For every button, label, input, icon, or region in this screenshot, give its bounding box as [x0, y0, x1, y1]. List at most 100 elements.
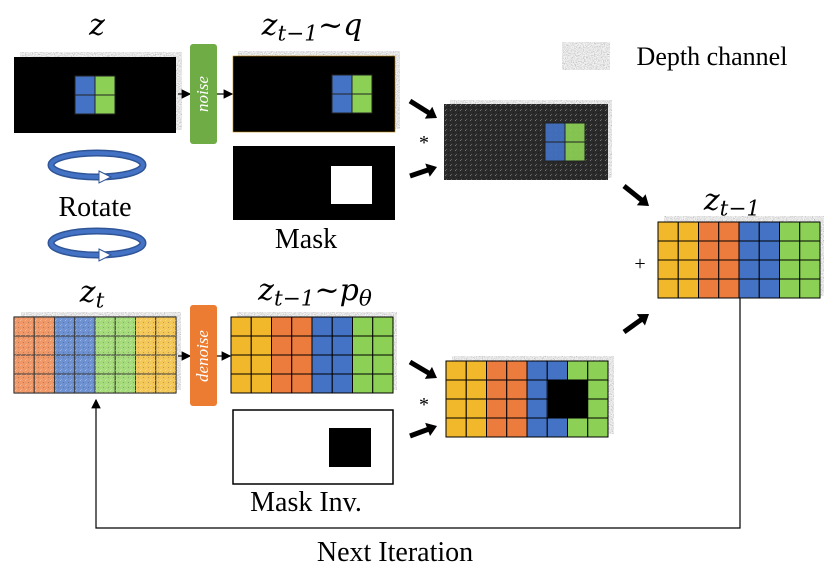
rotate-ring-icon [47, 149, 147, 184]
grid-cell [587, 398, 609, 419]
arrow-upper-to-output [622, 184, 649, 206]
grid-cell [677, 259, 699, 280]
grid-cell [445, 398, 467, 419]
noise-block [190, 44, 217, 144]
arrow-zp-to-product [408, 359, 437, 379]
grid-cell [465, 360, 487, 381]
label-z-out: zt−1 [703, 183, 760, 221]
grid-cell [352, 316, 374, 337]
grid-cell [718, 240, 740, 261]
grid-cell [291, 335, 313, 356]
grid-cell [587, 417, 609, 438]
grid-cell [657, 259, 679, 280]
grid-cell [799, 259, 821, 280]
grid-cell [331, 335, 353, 356]
product-cell [544, 122, 566, 143]
grid-cell [331, 354, 353, 375]
grid-cell [698, 278, 720, 299]
grid-cell [465, 417, 487, 438]
plus-sign: + [634, 253, 645, 275]
grid-cell [250, 354, 272, 375]
grid-cell [445, 417, 467, 438]
grid-cell [331, 373, 353, 394]
grid-cell [587, 379, 609, 400]
label-z-q: zt−1~q [261, 8, 363, 46]
grid-cell [677, 240, 699, 261]
grid-cell [779, 240, 801, 261]
mask-inv-block [329, 428, 371, 467]
arrow-zq-to-product [408, 98, 437, 119]
grid-cell [526, 417, 548, 438]
grid-cell [799, 221, 821, 242]
grid-cell [291, 354, 313, 375]
grid-cell [738, 259, 760, 280]
grid-cell [698, 240, 720, 261]
grid-cell [799, 240, 821, 261]
z-cell [74, 75, 96, 96]
label-z-p: zt−1~pθ [257, 273, 372, 311]
arrow-lower-to-output [622, 314, 649, 335]
grid-cell [758, 259, 780, 280]
grid-cell [657, 240, 679, 261]
grid-cell [372, 354, 394, 375]
zp-latent-grid [230, 316, 394, 394]
grid-cell [779, 278, 801, 299]
grid-cell [506, 360, 528, 381]
mult-sign-lower: * [419, 394, 429, 416]
grid-cell [271, 316, 293, 337]
grid-cell [250, 335, 272, 356]
grid-cell [526, 379, 548, 400]
grid-cell [372, 316, 394, 337]
grid-cell [465, 398, 487, 419]
zq-cell [331, 93, 353, 114]
grid-cell [352, 335, 374, 356]
grid-cell [698, 221, 720, 242]
grid-cell [526, 398, 548, 419]
grid-cell [758, 240, 780, 261]
rotate-label: Rotate [58, 192, 131, 223]
grid-cell [230, 354, 252, 375]
grid-cell [799, 278, 821, 299]
next-iteration-label: Next Iteration [317, 537, 473, 568]
mask-label: Mask [275, 224, 337, 255]
product-cell [544, 141, 566, 162]
zq-cell [351, 74, 373, 95]
grid-cell [352, 354, 374, 375]
grid-cell [567, 360, 589, 381]
grid-cell [657, 221, 679, 242]
grid-cell [677, 221, 699, 242]
grid-cell [311, 335, 333, 356]
grid-cell [779, 221, 801, 242]
grid-cell [271, 335, 293, 356]
arrow-head [622, 314, 649, 335]
grid-cell [372, 335, 394, 356]
grid-cell [271, 354, 293, 375]
next-iteration-loop [91, 298, 741, 529]
output-latent-grid [657, 221, 821, 299]
grid-cell [230, 373, 252, 394]
noise-label: noise [193, 76, 212, 112]
grid-cell [271, 373, 293, 394]
ring-inner [49, 229, 145, 257]
product-cell [564, 141, 586, 162]
z-cell [94, 75, 116, 96]
grid-cell [352, 373, 374, 394]
grid-cell [657, 278, 679, 299]
label-z: z [88, 8, 105, 43]
denoise-label: denoise [193, 330, 212, 382]
grid-cell [250, 316, 272, 337]
grid-cell [445, 379, 467, 400]
mult-sign-upper: * [419, 132, 429, 154]
ring-arrowhead [98, 170, 113, 184]
grid-cell [506, 379, 528, 400]
zq-cell [331, 74, 353, 95]
grid-cell [311, 354, 333, 375]
grid-cell [587, 360, 609, 381]
arrow-head [409, 163, 438, 179]
grid-cell [291, 373, 313, 394]
grid-cell [779, 259, 801, 280]
grid-cell [738, 221, 760, 242]
denoise-block [190, 305, 217, 406]
grid-cell [311, 316, 333, 337]
grid-cell [331, 316, 353, 337]
